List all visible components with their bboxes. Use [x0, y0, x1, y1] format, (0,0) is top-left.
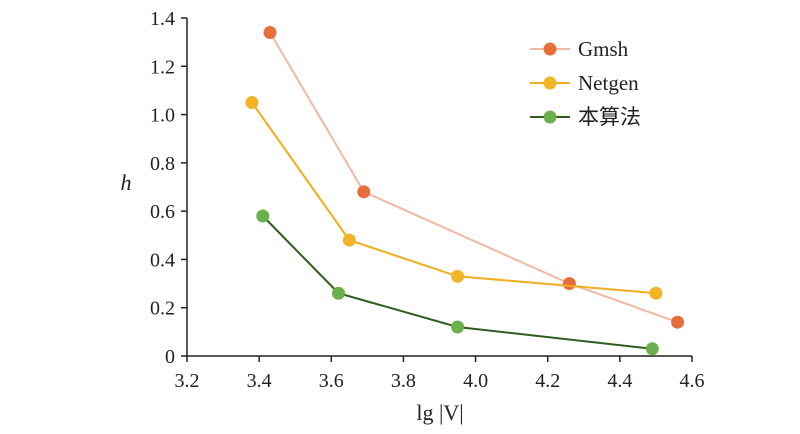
legend-item: 本算法 — [530, 105, 641, 129]
y-tick-label: 1.4 — [150, 8, 175, 30]
data-point — [649, 286, 663, 300]
data-point — [256, 209, 270, 223]
y-tick-label: 1.0 — [150, 105, 175, 127]
legend-item: Netgen — [530, 71, 639, 95]
x-ticks: 3.2 3.4 3.6 3.8 4.0 4.2 4.4 4.6 — [175, 356, 705, 392]
y-tick-label: 0 — [165, 346, 175, 368]
data-point — [357, 185, 371, 199]
y-ticks: 0 0.2 0.4 0.6 0.8 1.0 1.2 1.4 — [150, 8, 187, 368]
x-tick-label: 4.4 — [607, 370, 632, 392]
x-tick-label: 3.2 — [175, 370, 200, 392]
series-1 — [245, 96, 663, 300]
data-point — [342, 233, 356, 247]
data-point — [451, 269, 465, 283]
series-layer — [245, 25, 685, 356]
series-line — [269, 31, 678, 324]
y-tick-label: 1.2 — [150, 56, 175, 78]
x-tick-label: 3.6 — [319, 370, 344, 392]
legend-marker — [543, 42, 557, 56]
data-point — [645, 342, 659, 356]
x-tick-label: 3.8 — [391, 370, 416, 392]
data-point — [245, 96, 259, 109]
y-tick-label: 0.6 — [150, 201, 175, 223]
legend-label: 本算法 — [578, 105, 641, 129]
series-0 — [263, 25, 685, 329]
legend-label: Netgen — [578, 71, 639, 95]
legend-label: Gmsh — [578, 37, 629, 61]
y-tick-label: 0.4 — [150, 249, 175, 271]
legend-marker — [543, 110, 557, 124]
y-tick-label: 0.8 — [150, 153, 175, 175]
series-line — [251, 101, 656, 295]
series-line — [262, 215, 653, 350]
x-tick-label: 4.0 — [463, 370, 488, 392]
data-point — [562, 277, 576, 291]
legend-item: Gmsh — [530, 37, 629, 61]
legend-marker — [543, 76, 557, 90]
legend: Gmsh Netgen 本算法 — [530, 37, 641, 129]
x-axis-title: lg |V| — [416, 400, 463, 425]
x-tick-label: 3.4 — [247, 370, 272, 392]
data-point — [263, 25, 277, 39]
data-point — [451, 320, 465, 334]
y-tick-label: 0.2 — [150, 298, 175, 320]
axes — [186, 18, 692, 357]
y-axis-title: h — [121, 170, 132, 195]
x-tick-label: 4.2 — [535, 370, 560, 392]
data-point — [332, 286, 345, 300]
x-tick-label: 4.6 — [680, 370, 705, 392]
data-point — [671, 315, 685, 329]
series-2 — [256, 209, 659, 356]
